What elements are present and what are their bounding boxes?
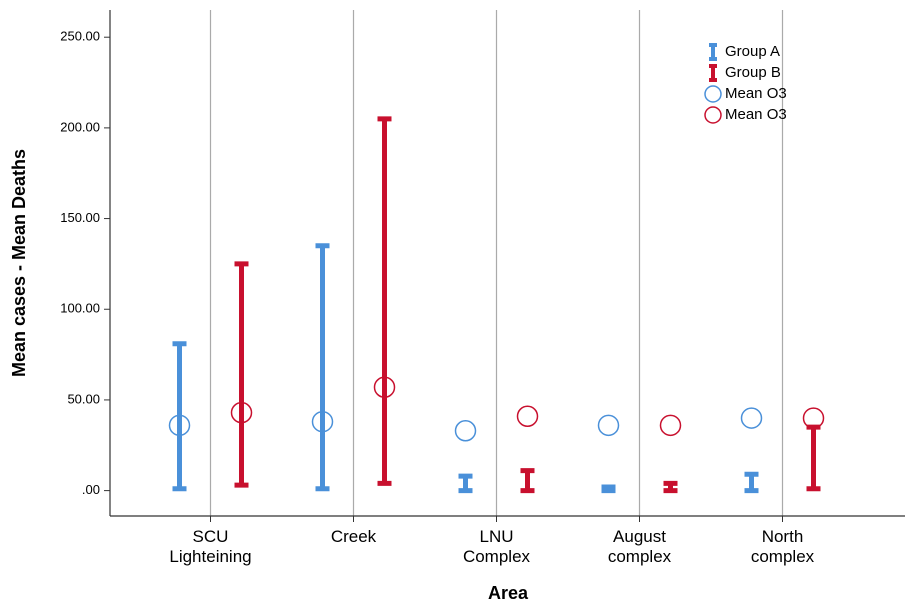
mean-marker bbox=[230, 401, 253, 424]
x-tick-label: Creek bbox=[331, 527, 377, 546]
y-axis-label: Mean cases - Mean Deaths bbox=[9, 149, 29, 377]
error-bar bbox=[234, 261, 249, 488]
error-bar bbox=[806, 424, 821, 492]
x-tick-label: LNU Complex bbox=[463, 527, 531, 566]
y-tick-label: 100.00 bbox=[60, 301, 100, 316]
error-bar bbox=[377, 116, 392, 486]
mean-marker bbox=[597, 414, 620, 437]
legend-swatch bbox=[709, 64, 717, 82]
error-bar bbox=[172, 341, 187, 492]
error-bar bbox=[520, 468, 535, 494]
error-bar bbox=[663, 480, 678, 494]
error-bar bbox=[315, 243, 330, 492]
error-bar bbox=[744, 471, 759, 494]
mean-marker bbox=[802, 407, 825, 429]
mean-marker bbox=[373, 376, 396, 398]
legend-label: Group B bbox=[725, 64, 781, 81]
mean-marker bbox=[311, 410, 334, 433]
mean-marker bbox=[168, 414, 191, 437]
mean-marker bbox=[740, 407, 763, 429]
y-tick-label: 200.00 bbox=[60, 119, 100, 134]
y-tick-label: 50.00 bbox=[67, 391, 100, 406]
y-tick-label: 250.00 bbox=[60, 29, 100, 44]
x-tick-label: August complex bbox=[608, 527, 672, 566]
y-tick-label: 150.00 bbox=[60, 210, 100, 225]
legend-swatch bbox=[709, 43, 717, 61]
legend-label: Mean O3 bbox=[725, 85, 787, 102]
y-tick-label: .00 bbox=[82, 482, 100, 497]
x-tick-label: SCU Lighteining bbox=[169, 527, 251, 566]
x-tick-label: North complex bbox=[751, 527, 815, 566]
error-bar bbox=[601, 484, 616, 494]
legend-swatch bbox=[704, 106, 722, 124]
legend-swatch bbox=[704, 85, 722, 103]
mean-marker bbox=[516, 405, 539, 428]
x-axis-label: Area bbox=[488, 583, 529, 603]
error-bar bbox=[458, 473, 473, 494]
mean-marker bbox=[659, 414, 682, 437]
legend-label: Mean O3 bbox=[725, 106, 787, 123]
mean-marker bbox=[454, 420, 477, 442]
legend-label: Group A bbox=[725, 43, 780, 60]
